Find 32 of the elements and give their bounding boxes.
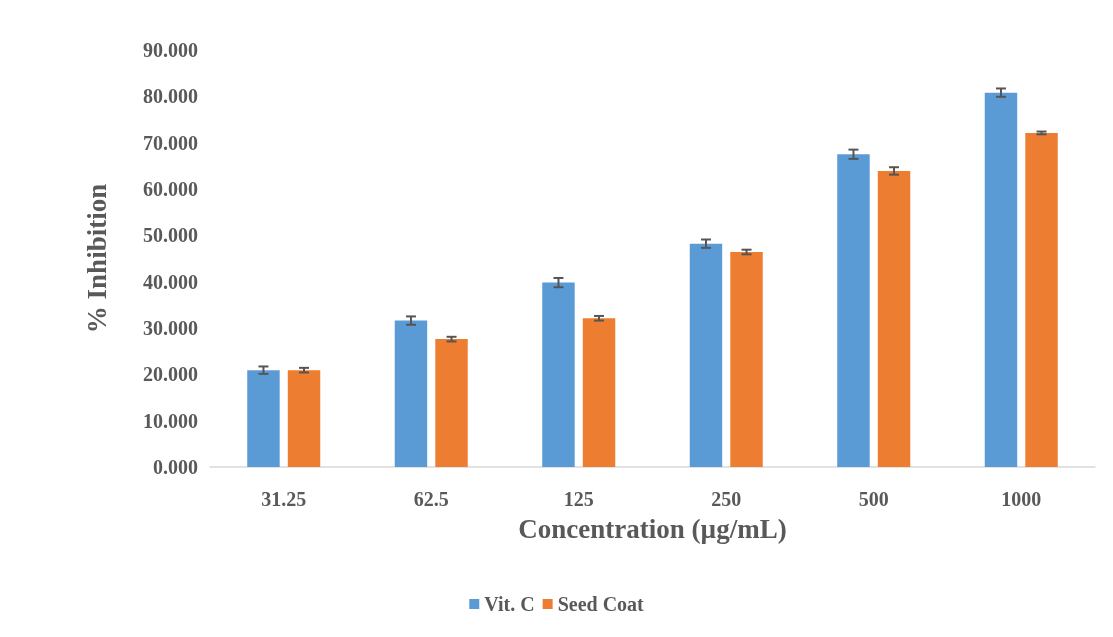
y-tick-label: 30.000 [143,317,198,339]
x-tick-label: 500 [858,488,889,510]
bar [435,339,468,467]
x-tick-label: 1000 [1001,488,1042,510]
legend-label: Vit. C [484,593,535,615]
y-tick-label: 20.000 [143,363,198,386]
y-tick-label: 10.000 [143,409,198,432]
y-axis-title: % Inhibition [81,183,112,334]
y-tick-label: 60.000 [143,178,198,200]
y-tick-label: 0.000 [153,456,198,478]
bar [287,370,321,467]
bar [837,154,870,467]
x-tick-label: 31.25 [261,488,307,510]
bar [1025,132,1058,467]
bar [582,318,616,467]
y-tick-label: 90.000 [143,39,198,61]
bar [247,370,280,467]
legend-label: Seed Coat [557,593,645,615]
y-tick-label: 50.000 [143,224,198,247]
y-tick-label: 40.000 [143,270,198,293]
bar [542,282,575,467]
x-tick-label: 250 [711,488,742,510]
bar [984,92,1018,467]
bar [730,252,763,467]
bar [877,170,911,467]
y-tick-label: 80.000 [143,85,198,108]
bar [394,320,428,467]
y-tick-label: 70.000 [143,131,198,154]
bar [689,243,723,467]
x-axis-title: Concentration (µg/mL) [518,513,787,544]
x-tick-label: 62.5 [413,488,449,510]
x-tick-label: 125 [563,488,594,510]
